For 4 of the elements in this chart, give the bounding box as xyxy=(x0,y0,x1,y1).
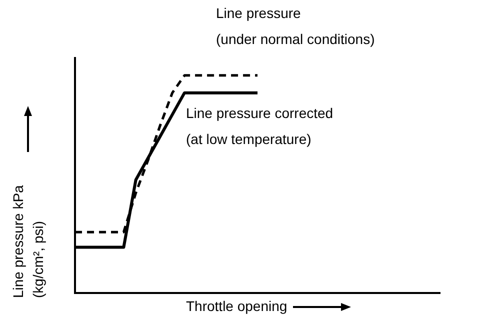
x-axis-title: Throttle opening xyxy=(186,298,288,314)
series-label: Line pressure corrected (at low temperature) xyxy=(186,100,371,152)
text: Line pressure (under normal conditions) xyxy=(216,0,401,52)
y-axis-title: Line pressure kPa (kg/cm², psi) xyxy=(9,184,47,298)
